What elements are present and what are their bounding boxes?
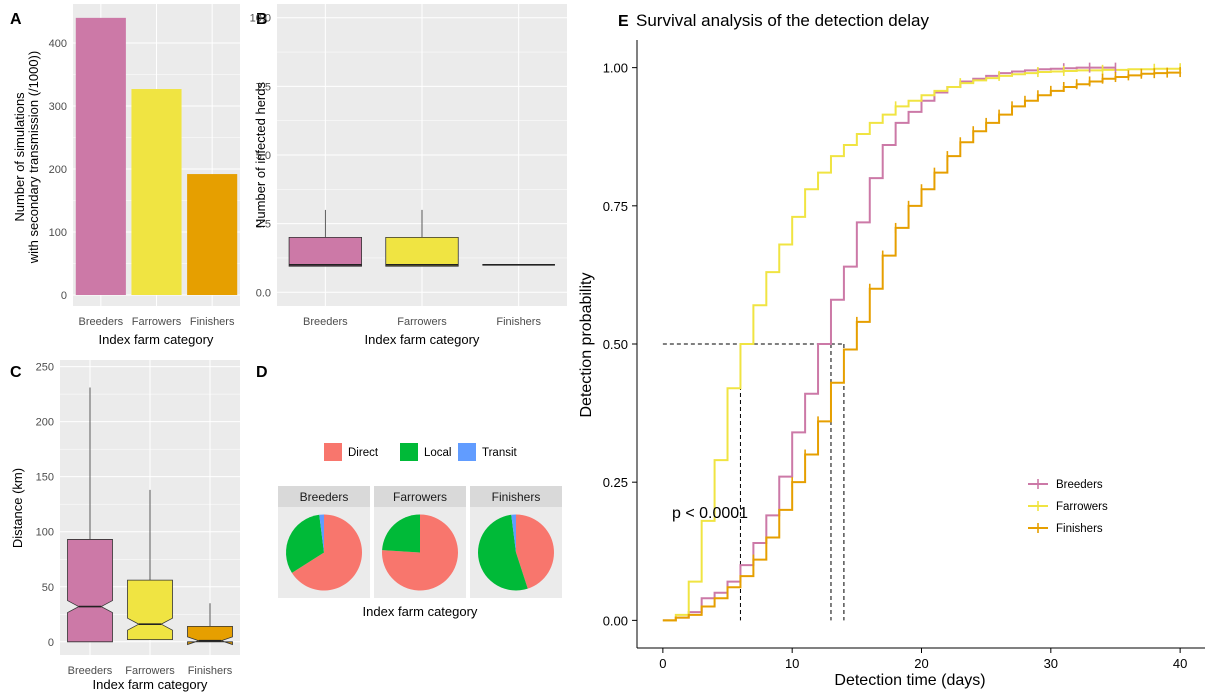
panel-c-ytick-label: 50 (42, 582, 54, 594)
panel-d-letter: D (256, 364, 268, 381)
panel-e-letter: E (618, 13, 629, 30)
panel-a-xtick-label: Finishers (190, 316, 235, 328)
panel-b-xlabel: Index farm category (365, 332, 480, 347)
facet-strip-label: Finishers (492, 490, 541, 504)
panel-c-ytick-label: 250 (36, 362, 54, 374)
panel-c-xtick-label: Farrowers (125, 665, 175, 677)
panel-b-xtick-label: Breeders (303, 316, 348, 328)
panel-c-ytick-label: 0 (48, 637, 54, 649)
bar-breeders (75, 17, 126, 295)
panel-c-box-farrowers (127, 579, 173, 640)
panel-b-xtick-label: Finishers (496, 316, 541, 328)
panel-b-ytick-label: 2.5 (256, 219, 271, 231)
panel-b-letter: B (256, 11, 268, 28)
legend-key-transit (458, 443, 476, 461)
survival-line-farrowers (662, 67, 1182, 622)
panel-b-ytick-label: 5.0 (256, 150, 271, 162)
panel-b-box-farrowers (385, 236, 459, 267)
panel-e-pvalue: p < 0.0001 (672, 505, 748, 522)
legend-key-direct (324, 443, 342, 461)
survival-line-breeders (662, 66, 1116, 622)
panel-a-ylabel-line2: with secondary transmission (/1000)) (26, 51, 41, 264)
panel-a-xtick-label: Farrowers (132, 316, 182, 328)
pie-slice-transit (511, 514, 516, 553)
legend-label-finishers: Finishers (1056, 523, 1103, 535)
legend-label-local: Local (424, 447, 452, 459)
panel-e-xtick-label: 10 (785, 656, 799, 671)
panel-b-ytick-label: 10.0 (250, 13, 271, 25)
pie-slice-local (285, 514, 324, 573)
panel-a: A 0 100 200 300 400 Breeders Farrowers Finisher… (10, 4, 240, 347)
panel-e-ytick-label: 0.50 (603, 337, 628, 352)
panel-b-xtick-label: Farrowers (397, 316, 447, 328)
panel-c: C 0 50 100 150 200 250 Breeders Farrowers Finish… (10, 360, 240, 692)
panel-c-ytick-label: 150 (36, 472, 54, 484)
panel-b-ytick-label: 0.0 (256, 287, 271, 299)
panel-e-xtick-label: 20 (914, 656, 928, 671)
panel-c-box-breeders (67, 539, 113, 643)
pie-slice-direct (516, 514, 554, 589)
panel-a-ytick-label: 0 (61, 290, 67, 302)
facet-strip (278, 486, 370, 507)
panel-a-letter: A (10, 11, 22, 28)
panel-d-xlabel: Index farm category (363, 604, 478, 619)
panel-e-ytick-label: 0.75 (603, 199, 628, 214)
panel-c-box-finishers (187, 625, 233, 646)
pie-slice-local (382, 514, 420, 553)
legend-label-transit: Transit (482, 447, 518, 459)
panel-c-xtick-label: Finishers (188, 665, 233, 677)
facet-strip-label: Farrowers (393, 490, 447, 504)
legend-label-farrowers: Farrowers (1056, 501, 1108, 513)
panel-b: B 0.0 2.5 5.0 7.5 10.0 Breeders Farrowers Finis… (250, 4, 567, 347)
legend-key-local (400, 443, 418, 461)
panel-c-letter: C (10, 364, 22, 381)
bar-farrowers (131, 89, 182, 295)
panel-a-ytick-label: 200 (49, 164, 67, 176)
panel-c-ytick-label: 200 (36, 417, 54, 429)
panel-e-ytick-label: 1.00 (603, 61, 628, 76)
panel-e-xtick-label: 40 (1173, 656, 1187, 671)
panel-e: E Survival analysis of the detection del… (578, 11, 1205, 689)
panel-a-ytick-label: 100 (49, 227, 67, 239)
panel-c-ylabel: Distance (km) (10, 468, 25, 548)
panel-e-xtick-label: 0 (659, 656, 666, 671)
panel-a-ylabel-line1: Number of simulations (12, 92, 27, 222)
pie-slice-direct (291, 514, 362, 591)
panel-a-xtick-label: Breeders (79, 316, 124, 328)
facet-strip-label: Breeders (300, 490, 349, 504)
panel-b-box-breeders (288, 236, 362, 267)
panel-a-ytick-label: 400 (49, 38, 67, 50)
panel-b-ylabel: Number of infected herds (253, 82, 268, 228)
facet-strip (374, 486, 466, 507)
pie-slice-local (478, 514, 528, 591)
panel-a-xlabel: Index farm category (99, 332, 214, 347)
panel-e-xtick-label: 30 (1044, 656, 1058, 671)
panel-b-ytick-label: 7.5 (256, 81, 271, 93)
legend-label-direct: Direct (348, 447, 379, 459)
panel-e-title: Survival analysis of the detection delay (636, 11, 929, 30)
bar-finishers (187, 174, 238, 295)
legend-label-breeders: Breeders (1056, 479, 1103, 491)
pie-slice-transit (319, 514, 324, 553)
panel-a-ytick-label: 300 (49, 101, 67, 113)
panel-c-xlabel: Index farm category (93, 677, 208, 692)
panel-e-ytick-label: 0.00 (603, 613, 628, 628)
panel-d: D Direct Local Transit Breeders Farrowers Fi… (256, 364, 562, 619)
facet-strip (470, 486, 562, 507)
panel-c-xtick-label: Breeders (68, 665, 113, 677)
panel-e-ytick-label: 0.25 (603, 475, 628, 490)
panel-e-ylabel: Detection probability (578, 273, 595, 418)
panel-c-ytick-label: 100 (36, 527, 54, 539)
panel-e-xlabel: Detection time (days) (834, 672, 985, 689)
